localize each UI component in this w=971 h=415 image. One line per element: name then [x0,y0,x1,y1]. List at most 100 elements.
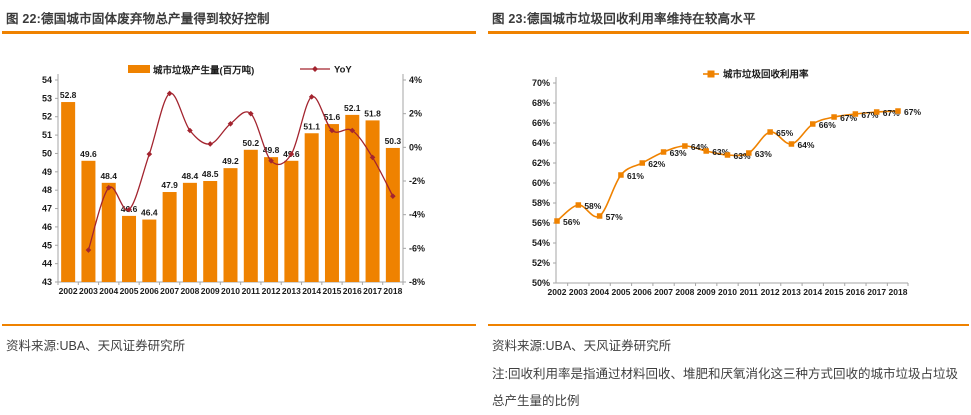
bar-2017 [365,119,380,282]
marker-2016 [852,110,859,117]
marker-2010 [724,151,731,158]
bar-2011 [243,149,258,282]
figure-22-panel: 图 22:德国城市固体废弃物总产量得到较好控制 城市垃圾产生量(百万吨) YoY 4… [0,0,478,409]
point-value-label: 57% [606,212,623,222]
x-tick-label: 2010 [718,287,737,297]
bar-2005 [122,215,137,282]
bar-value-label: 49.8 [263,145,280,155]
yoy-marker-2011 [247,110,254,116]
x-tick-label: 2012 [262,286,281,296]
x-tick-label: 2013 [282,286,301,296]
left-tick-label: 48 [42,185,52,195]
bar-value-label: 49.2 [222,156,239,166]
figure-22-title: 图 22:德国城市固体废弃物总产量得到较好控制 [6,12,270,26]
bar-2016 [345,114,360,282]
yoy-marker-2006 [146,150,153,157]
right-tick-label: -8% [409,277,425,287]
x-tick-label: 2011 [242,286,261,296]
legend-bar-swatch [128,64,150,73]
x-tick-label: 2016 [846,287,865,297]
yoy-marker-2004 [105,184,112,191]
y-tick-label: 56% [532,218,550,228]
y-tick-label: 62% [532,158,550,168]
marker-2002 [554,217,560,224]
point-value-label: 63% [670,148,687,158]
figure-23-note: 注:回收利用率是指通过材料回收、堆肥和厌氧消化这三种方式回收的城市垃圾占垃圾总产… [492,367,958,408]
bar-value-label: 48.4 [182,170,199,180]
legend-bar-label: 城市垃圾产生量(百万吨) [153,64,254,76]
x-tick-label: 2014 [302,286,321,296]
point-value-label: 63% [734,151,751,161]
yoy-marker-2018 [390,192,396,199]
yoy-marker-2007 [166,90,173,96]
marker-2008 [682,142,688,149]
marker-2004 [596,212,603,219]
left-tick-label: 51 [42,130,52,140]
bar-2012 [264,156,279,282]
bar-2014 [304,132,319,282]
figure-23-title-rule [488,31,969,34]
x-tick-label: 2004 [99,286,118,296]
bar-2018 [385,147,400,282]
bar-2008 [182,182,197,282]
bar-value-label: 50.2 [243,137,260,147]
recycling-rate-series: 56% 58% 57% 61% 62% 63% 64% 63% 63% 63% 65% 64% 66% 6… [554,107,921,227]
bar-2002 [61,101,76,282]
yoy-marker-2016 [349,127,356,133]
bar-value-label: 51.8 [364,108,381,118]
point-value-label: 67% [840,113,857,123]
x-tick-label: 2009 [201,286,220,296]
y-tick-label: 70% [532,78,550,88]
x-tick-label: 2008 [675,287,694,297]
marker-2009 [703,147,709,154]
yoy-marker-2014 [308,93,315,100]
bar-2007 [162,191,177,282]
point-value-label: 62% [648,159,665,169]
point-value-label: 64% [797,140,814,150]
left-tick-label: 46 [42,221,52,231]
bar-2003 [81,160,96,282]
recycling-rate-line [556,109,899,222]
left-tick-label: 54 [42,75,52,85]
bar-value-label: 52.8 [60,90,77,100]
yoy-line [87,92,394,250]
y-tick-label: 66% [532,118,550,128]
marker-2013 [788,140,795,147]
figure-23-footer-rule [488,323,969,326]
x-tick-label: 2012 [761,287,780,297]
y-tick-label: 54% [532,238,550,248]
x-tick-label: 2010 [221,286,240,296]
marker-2005 [618,171,624,178]
point-value-label: 67% [861,110,878,120]
y-tick-label: 60% [532,178,550,188]
bar-value-label: 48.4 [100,170,117,180]
y-tick-label: 64% [532,138,550,148]
bar-value-label: 48.5 [202,169,219,179]
right-tick-label: -2% [409,176,425,186]
legend: 城市垃圾回收利用率 [703,68,809,80]
point-value-label: 66% [819,120,836,130]
point-value-label: 65% [776,128,793,138]
point-value-label: 67% [883,108,900,118]
marker-2012 [767,128,773,135]
x-tick-label: 2017 [867,287,886,297]
bar-2015 [324,123,339,282]
figure-23-title: 图 23:德国城市垃圾回收利用率维持在较高水平 [492,12,756,26]
point-value-label: 63% [755,149,772,159]
marker-2011 [746,149,752,156]
bar-2006 [142,219,157,282]
x-tick-label: 2008 [180,286,199,296]
bar-value-label: 52.1 [344,102,361,112]
marker-2006 [639,159,645,166]
y-tick-label: 50% [532,278,550,288]
point-value-label: 67% [904,107,921,117]
left-tick-label: 47 [42,203,52,213]
x-tick-label: 2007 [160,286,179,296]
bar-2004 [101,182,116,282]
x-tick-label: 2018 [383,286,402,296]
legend: 城市垃圾产生量(百万吨) YoY [128,64,352,76]
x-tick-label: 2015 [323,286,342,296]
yoy-marker-2008 [187,127,193,133]
figure-22-source: 资料来源:UBA、天风证券研究所 [6,339,186,353]
bar-value-label: 50.3 [385,135,402,145]
